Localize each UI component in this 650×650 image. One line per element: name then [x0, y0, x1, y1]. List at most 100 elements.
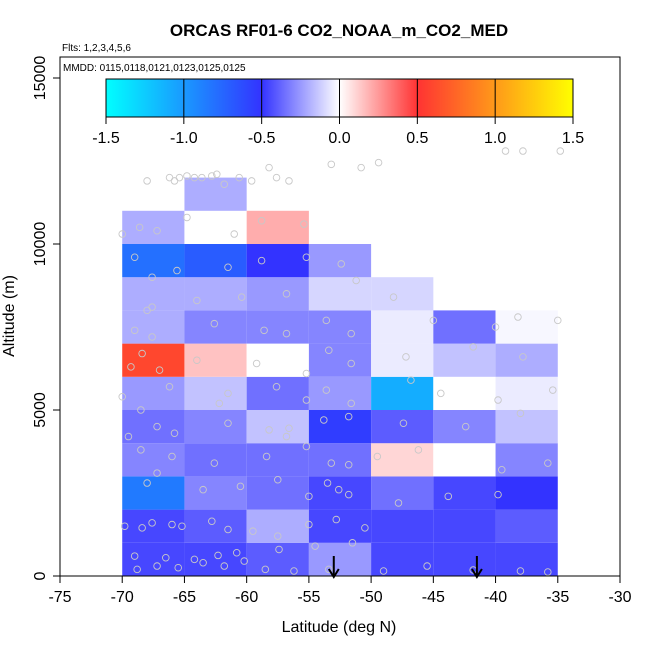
heatmap-cell	[122, 443, 185, 477]
heatmap-cell	[308, 542, 372, 576]
heatmap-cell	[184, 343, 247, 377]
observation-point	[282, 329, 291, 338]
heatmap-cell	[184, 376, 247, 410]
heatmap-cell	[308, 410, 372, 444]
observation-point	[153, 422, 161, 431]
heatmap-cell	[308, 443, 372, 477]
observation-point	[138, 524, 146, 532]
observation-point	[124, 432, 133, 441]
observation-point	[494, 490, 502, 499]
observation-point	[153, 562, 161, 570]
heatmap-cell	[184, 509, 247, 543]
observation-point	[282, 290, 291, 298]
observation-point	[305, 520, 313, 529]
heatmap-cell	[433, 310, 496, 344]
observation-point	[265, 163, 273, 172]
observation-point	[199, 485, 207, 494]
observation-point	[190, 173, 199, 182]
observation-point	[198, 173, 206, 182]
latitude-arrow	[471, 556, 483, 579]
colorbar-ticks: -1.5 -1.0 -0.5 0.0 0.5 1.0 1.5	[92, 79, 584, 147]
observation-point	[344, 461, 353, 469]
observation-point	[275, 545, 283, 554]
observation-point	[285, 424, 293, 433]
observation-point	[237, 293, 246, 301]
observation-point	[357, 163, 365, 172]
heatmap-cell	[371, 476, 434, 510]
observation-point	[305, 492, 313, 501]
observation-point	[235, 173, 243, 182]
observation-point	[414, 446, 423, 454]
heatmap-cell	[246, 244, 309, 278]
observation-point	[429, 316, 438, 325]
heatmap-cell	[184, 476, 247, 510]
observation-point	[148, 273, 156, 281]
observation-point	[224, 419, 232, 428]
heatmap-cell	[433, 443, 496, 477]
observation-point	[260, 326, 268, 335]
observation-point	[173, 266, 181, 275]
observation-point	[118, 230, 126, 238]
observation-point	[402, 353, 410, 361]
observation-point	[224, 389, 232, 398]
colorbar-tick-label: -0.5	[248, 130, 276, 147]
colorbar-tick-label: 0.5	[406, 130, 428, 147]
observation-point	[399, 419, 408, 428]
observation-point	[325, 346, 333, 354]
observation-point	[549, 386, 557, 394]
heatmap-cell	[371, 376, 434, 410]
heatmap-cell	[371, 310, 434, 344]
observation-point	[379, 567, 388, 575]
heatmap-cell	[184, 410, 247, 444]
observation-point	[261, 565, 270, 574]
observation-point	[210, 319, 219, 328]
heatmap-cell	[371, 542, 434, 576]
observation-point	[208, 172, 216, 180]
y-tick-label: 10000	[32, 222, 49, 267]
heatmap-cell	[246, 410, 309, 444]
observation-point	[135, 223, 144, 232]
observation-point	[290, 567, 298, 575]
observation-point	[165, 383, 174, 391]
observation-point	[285, 177, 293, 185]
observation-point	[514, 313, 522, 321]
observation-point	[322, 316, 331, 325]
observation-point	[193, 356, 201, 364]
observation-point	[162, 553, 170, 562]
heatmap-cell	[371, 443, 434, 477]
observation-point	[183, 213, 191, 222]
observation-point	[554, 316, 562, 325]
heatmap-cell	[433, 476, 496, 510]
observation-point	[178, 522, 186, 530]
observation-point	[262, 452, 271, 461]
latitude-arrow	[327, 556, 340, 579]
heatmap-cell	[495, 343, 558, 377]
observation-point	[175, 173, 184, 182]
observation-point	[224, 263, 232, 271]
observation-point	[272, 383, 281, 391]
x-tick-label: -30	[608, 589, 631, 606]
observation-point	[335, 485, 343, 494]
heatmap-cell	[308, 343, 372, 377]
observation-point	[348, 539, 357, 547]
observation-point	[148, 303, 156, 311]
observation-point	[327, 160, 336, 169]
heatmap-cell	[433, 509, 496, 543]
observation-point	[240, 557, 248, 565]
observation-point	[389, 293, 398, 301]
observation-point	[127, 363, 135, 371]
observation-point	[325, 565, 333, 574]
colorbar-tick-label: 1.5	[562, 130, 584, 147]
y-tick-label: 5000	[32, 392, 49, 428]
x-axis: -75 -70 -65 -60 -55 -50 -45 -40 -35 -30	[48, 575, 632, 606]
observation-point	[352, 276, 360, 285]
heatmap-cell	[495, 542, 558, 576]
observation-point	[347, 399, 355, 408]
observation-point	[168, 520, 176, 529]
observation-point	[193, 296, 201, 305]
heatmap-cell	[184, 277, 247, 311]
observation-point	[274, 475, 282, 484]
heatmap-cell	[246, 476, 309, 510]
heatmap-cell	[433, 343, 496, 377]
